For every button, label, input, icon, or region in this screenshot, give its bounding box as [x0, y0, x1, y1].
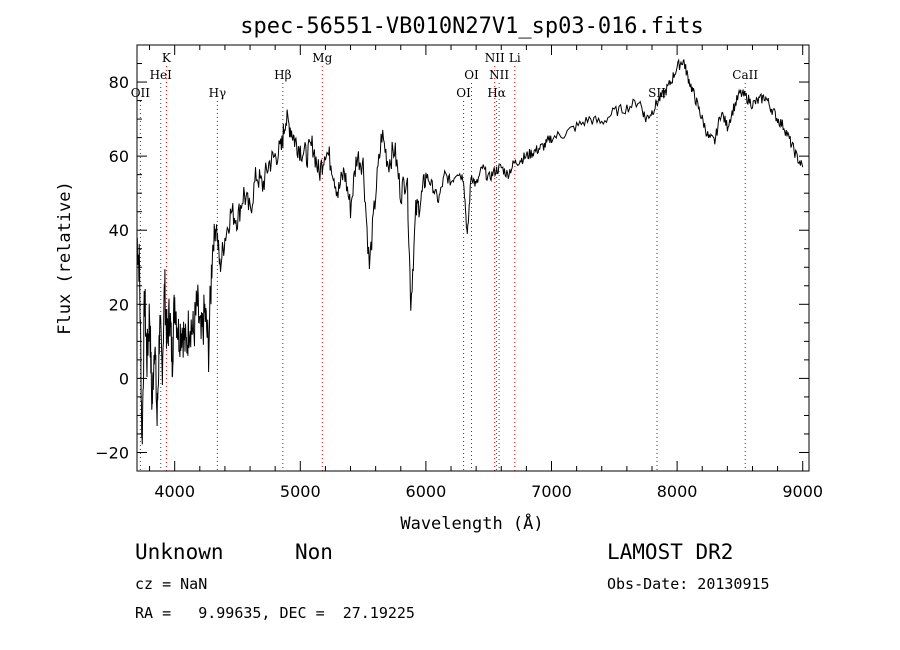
- y-tick-label: 80: [109, 73, 129, 92]
- x-axis-label: Wavelength (Å): [400, 512, 543, 534]
- y-axis: −20 0 20 40 60 80: [95, 63, 809, 462]
- line-label: Mg: [312, 51, 332, 65]
- line-label: Hα: [487, 86, 506, 100]
- chart-title: spec-56551-VB010N27V1_sp03-016.fits: [240, 14, 704, 39]
- x-tick-label: 9000: [782, 482, 823, 501]
- y-axis-label: Flux (relative): [55, 181, 75, 335]
- line-label: NII: [485, 51, 505, 65]
- object-subclass: Non: [295, 540, 333, 564]
- survey-name: LAMOST DR2: [607, 540, 734, 564]
- x-tick-label: 7000: [531, 482, 572, 501]
- x-tick-label: 5000: [280, 482, 321, 501]
- y-tick-label: 0: [119, 369, 129, 388]
- line-label: K: [162, 51, 172, 65]
- x-tick-label: 8000: [657, 482, 698, 501]
- ra-dec: RA = 9.99635, DEC = 27.19225: [135, 604, 415, 622]
- line-label: CaII: [732, 68, 758, 82]
- y-tick-label: 40: [109, 221, 129, 240]
- line-label: OI: [456, 86, 471, 100]
- spectrum-line: [137, 58, 804, 445]
- redshift-cz: cz = NaN: [135, 575, 208, 593]
- line-label: Hγ: [209, 86, 227, 100]
- object-class: Unknown: [135, 540, 224, 564]
- line-label: OI: [464, 68, 479, 82]
- x-axis: 4000 5000 6000 7000 8000 9000: [149, 45, 823, 501]
- line-label: OII: [131, 86, 151, 100]
- line-label: NII: [489, 68, 509, 82]
- line-label: HeI: [150, 68, 173, 82]
- line-label: Li: [509, 51, 521, 65]
- line-label: Hβ: [274, 68, 291, 82]
- obs-date: Obs-Date: 20130915: [607, 575, 770, 593]
- x-tick-label: 4000: [154, 482, 195, 501]
- plot-frame: [136, 44, 810, 472]
- y-tick-label: 20: [109, 295, 129, 314]
- y-tick-label: 60: [109, 147, 129, 166]
- x-tick-label: 6000: [406, 482, 447, 501]
- y-tick-label: −20: [95, 443, 129, 462]
